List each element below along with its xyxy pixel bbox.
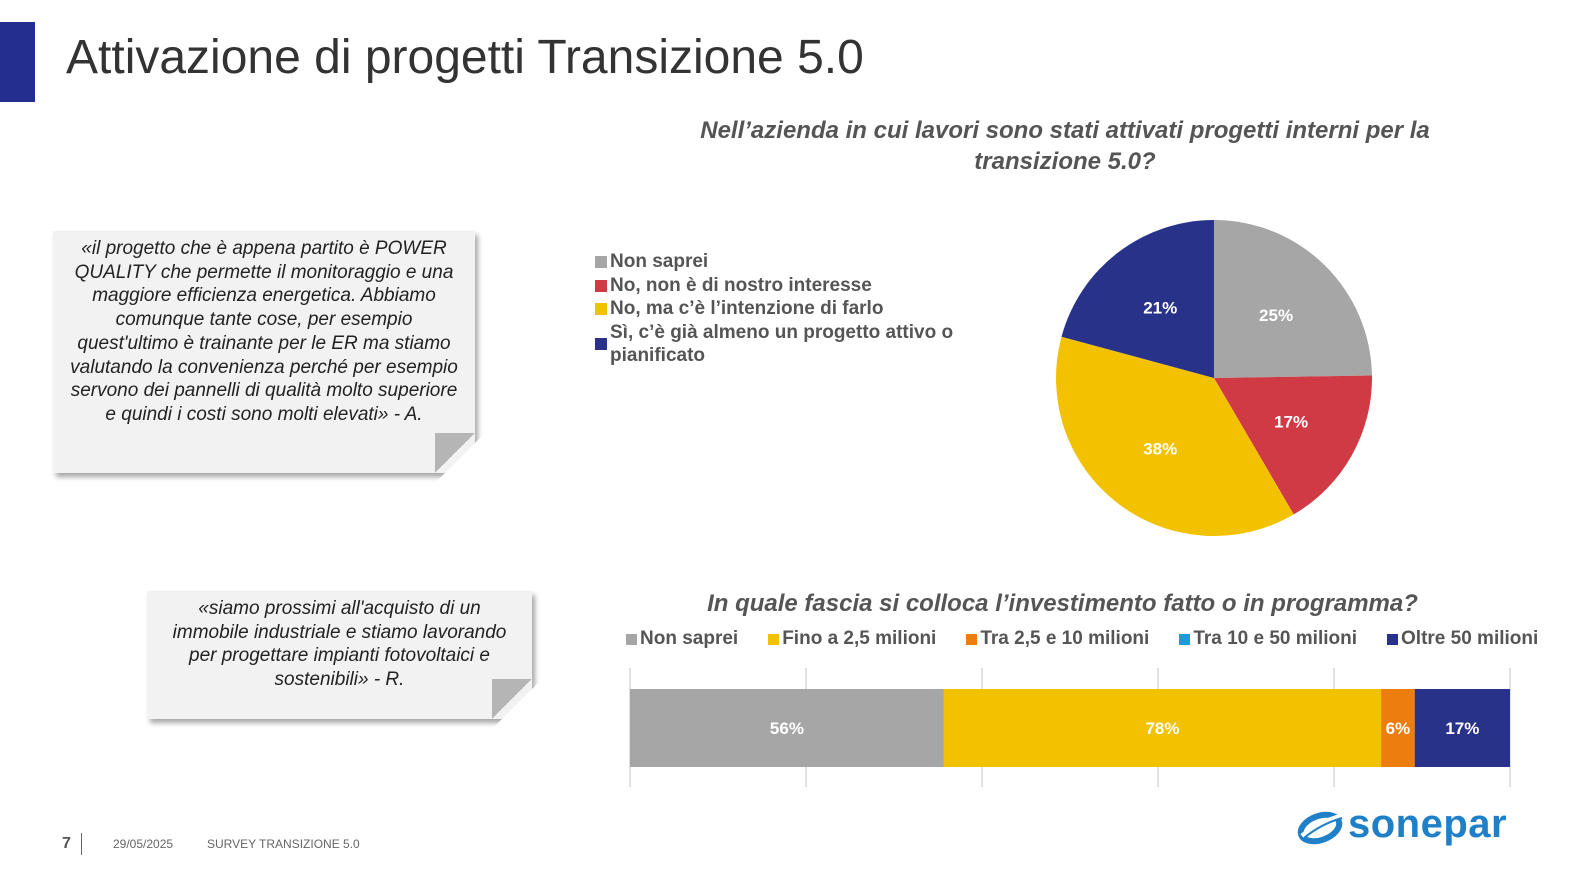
- legend-swatch: [966, 633, 978, 645]
- legend-label: Non saprei: [640, 628, 739, 649]
- legend-label: Fino a 2,5 milioni: [782, 628, 937, 649]
- sonepar-logo: sonepar: [1296, 802, 1526, 852]
- quote-text: «siamo prossimi all'acquisto di un immob…: [172, 598, 507, 691]
- bar-chart-question: In quale fascia si colloca l’investiment…: [707, 590, 1418, 617]
- bar-legend-item-tra-2-5-10: Tra 2,5 e 10 milioni: [966, 628, 1149, 650]
- bar-segment: [943, 689, 1382, 767]
- pie-legend-item-non-saprei: Non saprei: [595, 250, 965, 274]
- bar-segment: [1414, 689, 1510, 767]
- pie-chart-question: Nell’azienda in cui lavori sono stati at…: [700, 117, 1430, 175]
- bar-legend-item-non-saprei: Non saprei: [626, 628, 738, 650]
- legend-label: Tra 2,5 e 10 milioni: [980, 628, 1150, 649]
- pie-slice-label: 17%: [1274, 412, 1308, 431]
- pie-slice: [1214, 375, 1372, 515]
- pie-slice: [1056, 336, 1294, 536]
- legend-label: Non saprei: [610, 251, 709, 272]
- legend-swatch: [595, 303, 607, 315]
- bar-legend-item-fino-2-5: Fino a 2,5 milioni: [768, 628, 936, 650]
- footer-date: 29/05/2025: [113, 837, 174, 851]
- pie-legend-item-non-interesse: No, non è di nostro interesse: [595, 274, 965, 298]
- pie-slice-label: 38%: [1143, 439, 1177, 458]
- footer-divider: [81, 833, 82, 855]
- legend-label: Oltre 50 milioni: [1401, 628, 1539, 649]
- bar-segment-label: 17%: [1445, 719, 1479, 738]
- quote-note-1: «il progetto che è appena partito è POWE…: [53, 231, 475, 473]
- footer: 7 29/05/2025 SURVEY TRANSIZIONE 5.0: [0, 833, 600, 857]
- pie-chart: 25% 17% 38% 21%: [1056, 220, 1372, 536]
- pie-legend-item-intenzione: No, ma c’è l’intenzione di farlo: [595, 297, 965, 321]
- quote-text: «il progetto che è appena partito è POWE…: [70, 238, 458, 425]
- pie-legend: Non saprei No, non è di nostro interesse…: [595, 250, 965, 368]
- legend-swatch: [1387, 633, 1399, 645]
- logo-text: sonepar: [1348, 802, 1508, 846]
- legend-swatch: [768, 633, 780, 645]
- bar-legend-item-oltre-50: Oltre 50 milioni: [1387, 628, 1538, 650]
- pie-legend-item-progetto-attivo: Sì, c’è già almeno un progetto attivo o …: [595, 321, 965, 368]
- sonepar-logo-icon: [1297, 811, 1343, 845]
- bar-segment: [1381, 689, 1415, 767]
- quote-note-2: «siamo prossimi all'acquisto di un immob…: [147, 591, 532, 719]
- page-title: Attivazione di progetti Transizione 5.0: [66, 31, 864, 84]
- bar-legend: Non saprei Fino a 2,5 milioni Tra 2,5 e …: [626, 628, 1538, 650]
- pie-slice: [1214, 220, 1372, 378]
- legend-swatch: [626, 633, 637, 645]
- legend-swatch: [595, 279, 607, 292]
- bar-segment-label: 6%: [1386, 719, 1411, 738]
- legend-label: Sì, c’è già almeno un progetto attivo o …: [610, 321, 954, 367]
- legend-swatch: [1179, 633, 1191, 645]
- pie-slice-label: 25%: [1259, 306, 1293, 325]
- note-fold-corner: [492, 679, 532, 719]
- bar-segment-label: 56%: [770, 719, 804, 738]
- legend-swatch: [595, 256, 607, 268]
- note-fold-corner: [435, 433, 475, 473]
- bar-legend-item-tra-10-50: Tra 10 e 50 milioni: [1179, 628, 1357, 650]
- footer-survey-label: SURVEY TRANSIZIONE 5.0: [207, 837, 360, 851]
- pie-slice: [1061, 220, 1214, 378]
- legend-label: No, ma c’è l’intenzione di farlo: [610, 298, 884, 319]
- legend-label: No, non è di nostro interesse: [610, 274, 872, 296]
- page-number: 7: [62, 835, 71, 852]
- bar-segment-label: 78%: [1145, 719, 1179, 738]
- legend-label: Tra 10 e 50 milioni: [1193, 628, 1358, 649]
- title-accent-bar: [0, 22, 35, 102]
- pie-slice-label: 21%: [1143, 299, 1177, 318]
- bar-segment: [630, 689, 944, 767]
- legend-swatch: [595, 338, 607, 350]
- stacked-bar-chart: 56% 78% 6% 17%: [629, 668, 1511, 787]
